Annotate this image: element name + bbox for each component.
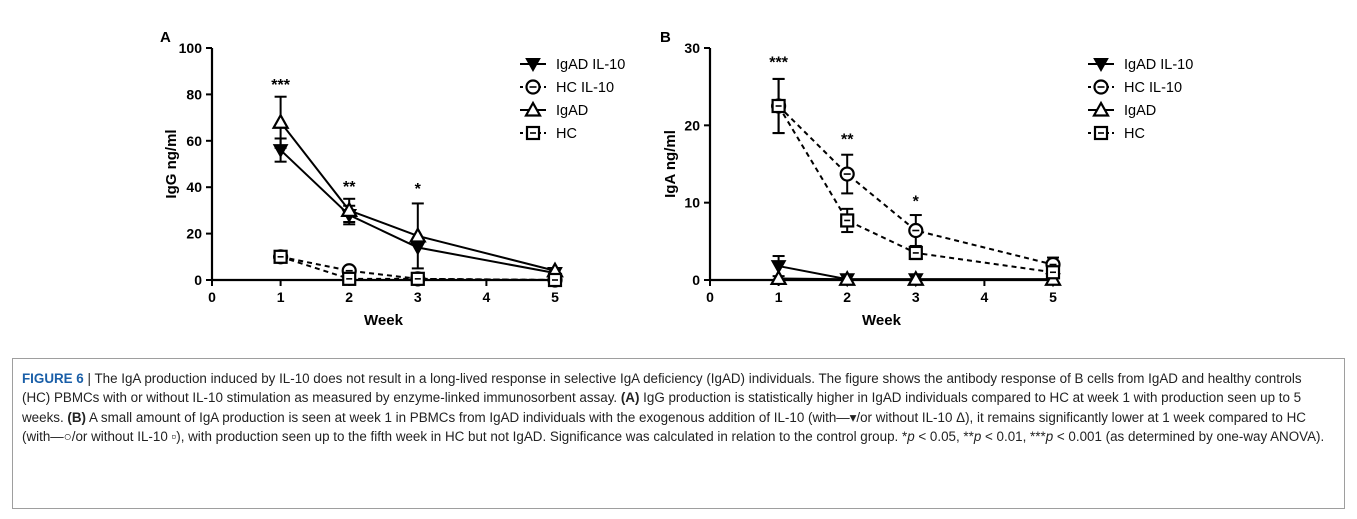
data-point-2: [906, 269, 925, 286]
legend-marker: [525, 58, 541, 73]
series-line-1: [777, 105, 1054, 266]
significance-annotation: *: [913, 194, 920, 211]
x-tick-label: 3: [414, 289, 422, 305]
y-tick-label: 80: [186, 86, 202, 102]
figure-caption: FIGURE 6 | The IgA production induced by…: [22, 369, 1332, 446]
data-point-2: [271, 112, 290, 129]
caption-panel-b-label: (B): [67, 409, 86, 425]
caption-sentence-5: < 0.01, ***: [981, 428, 1046, 444]
legend-marker: [1092, 100, 1110, 117]
legend-label: HC: [556, 126, 577, 142]
legend-marker: [524, 100, 542, 117]
x-tick-label: 2: [345, 289, 353, 305]
legend-marker: [1093, 58, 1109, 73]
data-point-2: [769, 269, 788, 286]
caption-sentence-2: IgG production is statistically higher i…: [22, 390, 1302, 425]
significance-annotation: ***: [769, 54, 788, 71]
y-axis-title: IgG ng/ml: [163, 129, 180, 198]
caption-separator: |: [83, 371, 95, 386]
series-line-0: [279, 149, 556, 275]
caption-box: [12, 358, 1345, 509]
y-tick-label: 40: [186, 179, 202, 195]
caption-p-symbol: p: [973, 428, 982, 444]
y-tick-label: 60: [186, 133, 202, 149]
y-axis-title: IgA ng/ml: [662, 130, 679, 198]
legend-label: HC IL-10: [1124, 80, 1182, 96]
y-tick-label: 0: [194, 272, 202, 288]
x-tick-label: 4: [483, 289, 491, 305]
significance-annotation: **: [343, 179, 356, 196]
y-tick-label: 0: [692, 272, 700, 288]
legend-label: HC IL-10: [556, 80, 614, 96]
series-line-3: [777, 105, 1054, 274]
data-point-0: [770, 260, 787, 275]
caption-sentence-3: A small amount of IgA production is seen…: [22, 409, 1306, 444]
y-tick-label: 20: [186, 226, 202, 242]
caption-p-symbol: p: [1045, 428, 1054, 444]
caption-sentence-1: The IgA production induced by IL-10 does…: [22, 371, 1302, 406]
data-point-2: [838, 269, 857, 286]
legend-label: HC: [1124, 126, 1145, 142]
y-tick-label: 30: [684, 40, 700, 56]
x-tick-label: 1: [775, 289, 783, 305]
series-line-2: [279, 121, 556, 272]
significance-annotation: ***: [271, 77, 290, 94]
x-tick-label: 1: [277, 289, 285, 305]
x-tick-label: 3: [912, 289, 920, 305]
x-tick-label: 4: [981, 289, 989, 305]
data-point-0: [272, 144, 289, 159]
x-tick-label: 2: [843, 289, 851, 305]
x-tick-label: 0: [208, 289, 216, 305]
x-tick-label: 5: [551, 289, 559, 305]
caption-p-symbol: p: [907, 428, 915, 444]
significance-annotation: *: [415, 181, 422, 198]
legend-label: IgAD IL-10: [556, 57, 625, 73]
series-line-3: [280, 255, 556, 281]
legend-label: IgAD IL-10: [1124, 57, 1193, 73]
x-tick-label: 5: [1049, 289, 1057, 305]
caption-sentence-4: < 0.05, **: [914, 428, 974, 444]
x-axis-title: Week: [862, 312, 902, 329]
x-tick-label: 0: [706, 289, 714, 305]
caption-figure-label: FIGURE 6: [22, 371, 84, 386]
y-tick-label: 20: [684, 117, 700, 133]
data-point-2: [340, 201, 359, 217]
legend-label: IgAD: [1124, 103, 1156, 119]
x-axis-title: Week: [364, 312, 404, 329]
caption-panel-a-label: (A): [620, 390, 640, 406]
legend-label: IgAD: [556, 103, 588, 119]
caption-sentence-6: < 0.001 (as determined by one-way ANOVA)…: [1053, 428, 1325, 444]
y-tick-label: 10: [684, 195, 700, 211]
panel-label: B: [660, 29, 671, 46]
panel-label: A: [160, 29, 171, 46]
significance-annotation: **: [841, 132, 854, 149]
y-tick-label: 100: [179, 40, 203, 56]
data-point-2: [408, 226, 427, 243]
series-line-2: [778, 277, 1053, 281]
